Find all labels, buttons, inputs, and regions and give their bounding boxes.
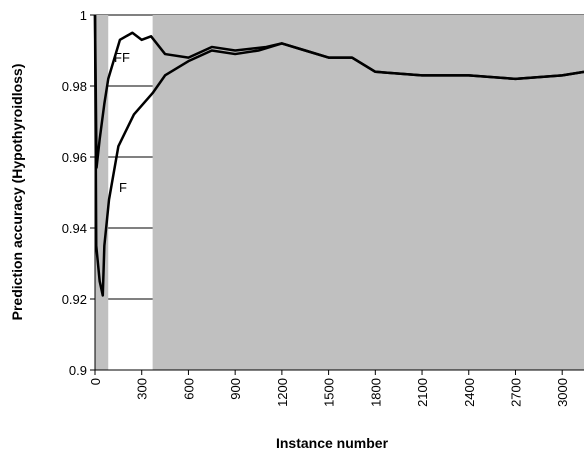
x-tick-label: 2400 — [462, 378, 477, 407]
x-tick-label: 900 — [228, 378, 243, 400]
x-tick-label: 1200 — [275, 378, 290, 407]
series-label: F — [119, 180, 127, 195]
y-tick-label: 0.92 — [62, 292, 87, 307]
y-tick-label: 1 — [80, 8, 87, 23]
y-tick-label: 0.96 — [62, 150, 87, 165]
x-tick-label: 1500 — [322, 378, 337, 407]
shaded-region — [152, 15, 584, 370]
y-tick-label: 0.98 — [62, 79, 87, 94]
x-tick-label: 1800 — [368, 378, 383, 407]
y-tick-label: 0.9 — [69, 363, 87, 378]
series-label: FF — [114, 50, 130, 65]
x-tick-label: 0 — [88, 378, 103, 385]
x-tick-label: 3000 — [555, 378, 570, 407]
x-tick-label: 2700 — [508, 378, 523, 407]
x-tick-label: 300 — [135, 378, 150, 400]
y-axis-title: Prediction accuracy (Hypothyroidloss) — [9, 64, 25, 321]
series-line — [93, 14, 584, 297]
y-tick-label: 0.94 — [62, 221, 87, 236]
x-axis-title: Instance number — [276, 435, 389, 451]
x-tick-label: 600 — [181, 378, 196, 400]
x-tick-label: 2100 — [415, 378, 430, 407]
